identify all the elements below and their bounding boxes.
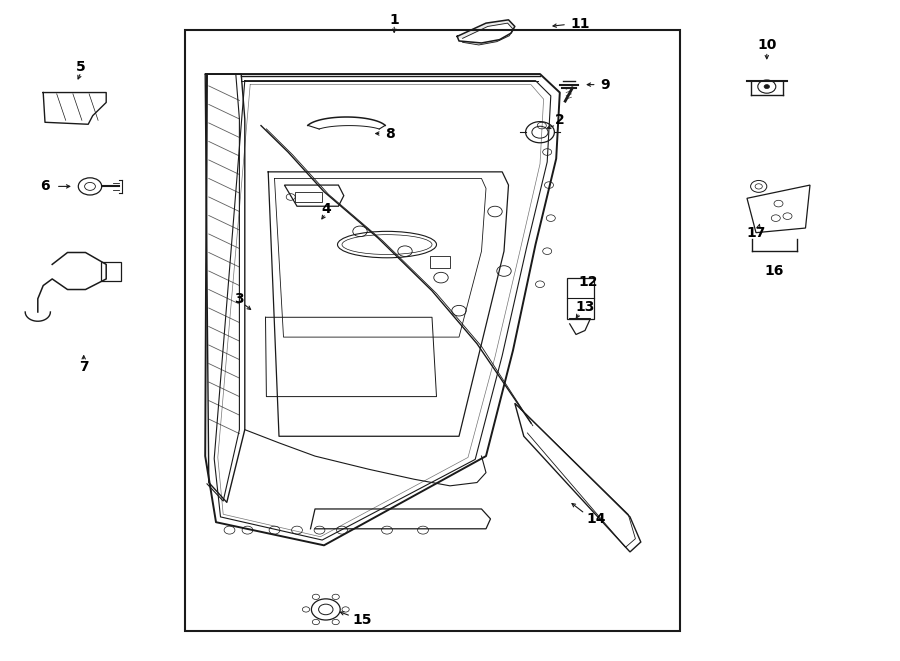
Bar — [295, 192, 322, 202]
Text: 6: 6 — [40, 179, 50, 194]
Text: 5: 5 — [76, 60, 86, 75]
Text: 8: 8 — [385, 126, 394, 141]
Text: 11: 11 — [571, 17, 590, 32]
Text: 16: 16 — [764, 264, 784, 278]
Bar — [184, 30, 680, 631]
Text: 13: 13 — [575, 300, 595, 315]
Bar — [430, 256, 450, 268]
Text: 4: 4 — [321, 202, 330, 216]
Text: 14: 14 — [586, 512, 606, 526]
Circle shape — [764, 85, 770, 89]
Bar — [101, 262, 121, 281]
Text: 12: 12 — [579, 274, 599, 289]
Text: 7: 7 — [79, 360, 88, 374]
Bar — [567, 278, 594, 319]
Text: 17: 17 — [746, 225, 766, 240]
Text: 3: 3 — [234, 292, 243, 306]
Text: 15: 15 — [352, 613, 372, 627]
Text: 9: 9 — [600, 77, 609, 92]
Text: 10: 10 — [757, 38, 777, 52]
Text: 1: 1 — [390, 13, 399, 27]
Polygon shape — [457, 20, 515, 45]
Text: 2: 2 — [555, 113, 564, 128]
